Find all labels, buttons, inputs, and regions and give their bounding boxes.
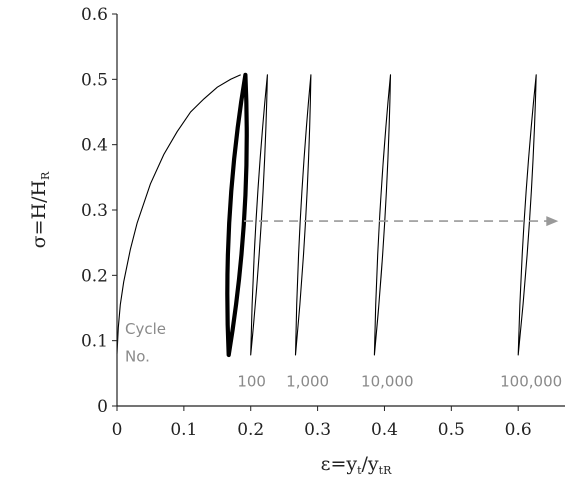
x-tick-label: 0 — [112, 420, 123, 440]
x-axis-title-sub2: tR — [379, 464, 392, 477]
x-axis-title: ε=yt/ytR — [321, 453, 392, 477]
annotation-cycle: Cycle — [125, 320, 166, 338]
y-tick-label: 0 — [97, 397, 108, 417]
plot-area: Cycle No. 100 1,000 10,000 100,000 — [116, 72, 562, 390]
x-tick-label: 0.3 — [304, 420, 331, 440]
x-axis-title-mid: /y — [362, 453, 379, 475]
annotation-no: No. — [125, 348, 150, 366]
x-axis-title-main: ε=y — [321, 453, 358, 475]
curves-layer — [116, 72, 537, 358]
cycle-arrow — [244, 216, 559, 227]
y-tick-label: 0.4 — [81, 136, 108, 156]
x-tick-label: 0.4 — [371, 420, 398, 440]
initial-loading-curve — [116, 74, 241, 354]
hysteresis-loop — [294, 74, 312, 356]
x-ticks: 0 0.1 0.2 0.3 0.4 0.5 0.6 — [112, 406, 532, 440]
y-tick-label: 0.2 — [81, 266, 108, 286]
hysteresis-loop — [373, 74, 392, 356]
annotation-c1000: 1,000 — [286, 372, 329, 390]
hysteresis-loop — [517, 74, 537, 356]
x-axis-title-sub1: t — [357, 464, 362, 477]
y-tick-label: 0.6 — [81, 5, 108, 25]
y-tick-label: 0.1 — [81, 332, 108, 352]
annotation-c100: 100 — [237, 372, 266, 390]
annotation-c100000: 100,000 — [500, 372, 562, 390]
annotation-c10000: 10,000 — [361, 372, 414, 390]
x-tick-label: 0.2 — [237, 420, 264, 440]
arrow-head-icon — [546, 216, 559, 227]
y-axis-title: σ=H/HR — [28, 171, 52, 248]
x-tick-label: 0.6 — [505, 420, 532, 440]
y-ticks: 0 0.1 0.2 0.3 0.4 0.5 0.6 — [81, 5, 117, 417]
x-tick-label: 0.1 — [170, 420, 197, 440]
axes: 0 0.1 0.2 0.3 0.4 0.5 0.6 0 0.1 0.2 0.3 0.4 0.5 0.6 — [81, 5, 565, 440]
y-tick-label: 0.3 — [81, 201, 108, 221]
hysteresis-loop-bold — [225, 72, 249, 358]
y-tick-label: 0.5 — [81, 70, 108, 90]
y-axis-title-sub: R — [39, 171, 52, 180]
annotations-layer: Cycle No. 100 1,000 10,000 100,000 — [125, 320, 562, 390]
y-axis-title-main: σ=H/H — [28, 180, 50, 248]
x-tick-label: 0.5 — [438, 420, 465, 440]
hysteresis-loop — [250, 74, 268, 356]
